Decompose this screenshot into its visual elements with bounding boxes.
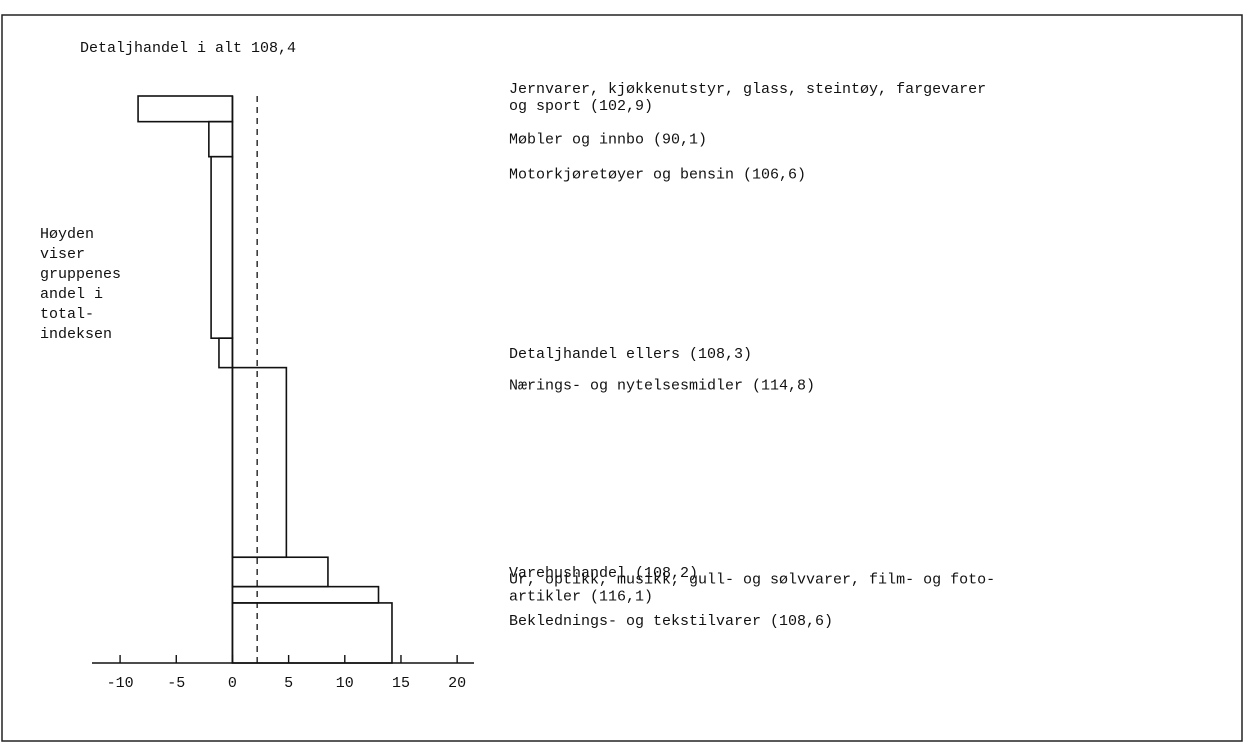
y-note: Høyden viser gruppenes andel i total- in… bbox=[40, 226, 130, 343]
group-label: artikler (116,1) bbox=[509, 589, 653, 606]
group-label: Detaljhandel ellers (108,3) bbox=[509, 346, 752, 363]
y-note-line: andel i bbox=[40, 286, 103, 303]
x-tick-label: 15 bbox=[392, 675, 410, 692]
y-note-line: total- bbox=[40, 306, 94, 323]
bar bbox=[137, 95, 234, 123]
bar bbox=[210, 155, 234, 339]
group-label: Ur, optikk, musikk, gull- og sølvvarer, … bbox=[509, 572, 995, 589]
group-labels: Jernvarer, kjøkkenutstyr, glass, steintø… bbox=[509, 81, 995, 630]
x-axis: -10 -5 0 5 10 15 20 bbox=[92, 96, 474, 692]
group-label: Nærings- og nytelsesmidler (114,8) bbox=[509, 378, 815, 395]
bar bbox=[231, 366, 288, 559]
y-note-line: viser bbox=[40, 246, 85, 263]
bar bbox=[231, 585, 380, 604]
group-label: Motorkjøretøyer og bensin (106,6) bbox=[509, 167, 806, 184]
x-tick-label: 0 bbox=[228, 675, 237, 692]
bar bbox=[231, 556, 329, 588]
chart-title: Detaljhandel i alt 108,4 bbox=[80, 40, 296, 57]
group-label: Jernvarer, kjøkkenutstyr, glass, steintø… bbox=[509, 81, 986, 98]
y-note-line: gruppenes bbox=[40, 266, 121, 283]
group-label: Møbler og innbo (90,1) bbox=[509, 132, 707, 149]
group-label: Beklednings- og tekstilvarer (108,6) bbox=[509, 613, 833, 630]
y-note-line: Høyden bbox=[40, 226, 94, 243]
x-tick-label: 10 bbox=[336, 675, 354, 692]
frame-border bbox=[1, 14, 1243, 742]
x-tick-label: 20 bbox=[448, 675, 466, 692]
group-label: og sport (102,9) bbox=[509, 98, 653, 115]
group-label: Varehushandel (108,2) bbox=[509, 565, 698, 582]
bar bbox=[208, 120, 234, 158]
x-tick-label: -10 bbox=[107, 675, 134, 692]
bars-group bbox=[137, 95, 393, 664]
x-tick-label: -5 bbox=[167, 675, 185, 692]
x-tick-label: 5 bbox=[284, 675, 293, 692]
bar bbox=[218, 337, 234, 369]
y-note-line: indeksen bbox=[40, 326, 112, 343]
bar bbox=[231, 602, 393, 664]
